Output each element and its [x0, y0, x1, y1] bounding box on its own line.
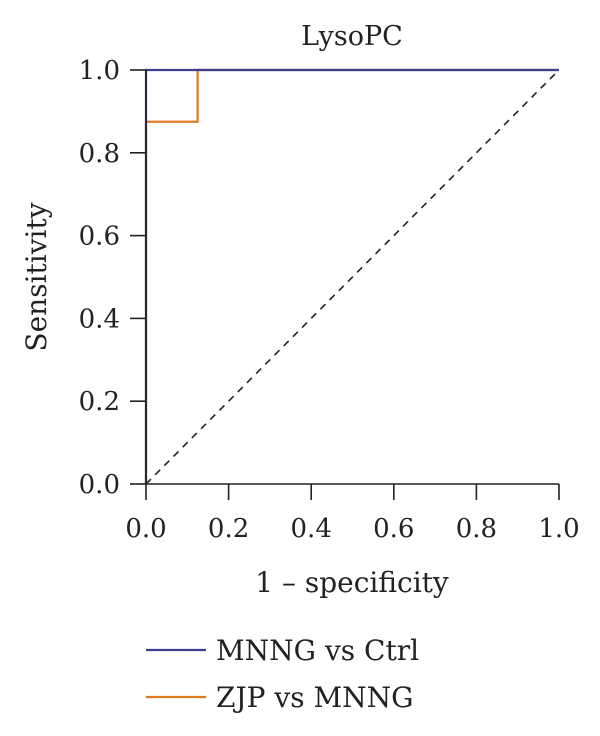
- y-axis-title: Sensitivity: [20, 202, 53, 351]
- y-ticks: 0.0 0.2 0.4 0.6 0.8 1.0: [79, 56, 146, 500]
- x-tick-label: 0.8: [456, 514, 497, 544]
- legend: MNNG vs Ctrl ZJP vs MNNG: [146, 634, 419, 714]
- legend-label-0: MNNG vs Ctrl: [216, 634, 419, 667]
- x-tick-label: 0.2: [208, 514, 249, 544]
- y-tick-label: 0.0: [79, 470, 120, 500]
- y-tick-label: 0.6: [79, 222, 120, 252]
- x-tick-label: 0.6: [373, 514, 414, 544]
- y-tick-label: 0.8: [79, 139, 120, 169]
- y-tick-label: 1.0: [79, 56, 120, 86]
- reference-diagonal-line: [145, 69, 560, 485]
- chart-title: LysoPC: [301, 21, 403, 52]
- legend-label-1: ZJP vs MNNG: [216, 681, 414, 714]
- x-ticks: 0.0 0.2 0.4 0.6 0.8 1.0: [125, 484, 580, 544]
- x-tick-label: 0.4: [291, 514, 332, 544]
- x-tick-label: 0.0: [125, 514, 166, 544]
- x-axis-title: 1 – specificity: [255, 566, 449, 599]
- y-tick-label: 0.4: [79, 304, 120, 334]
- y-tick-label: 0.2: [79, 387, 120, 417]
- x-tick-label: 1.0: [538, 514, 579, 544]
- reference-line-layer: [145, 69, 560, 485]
